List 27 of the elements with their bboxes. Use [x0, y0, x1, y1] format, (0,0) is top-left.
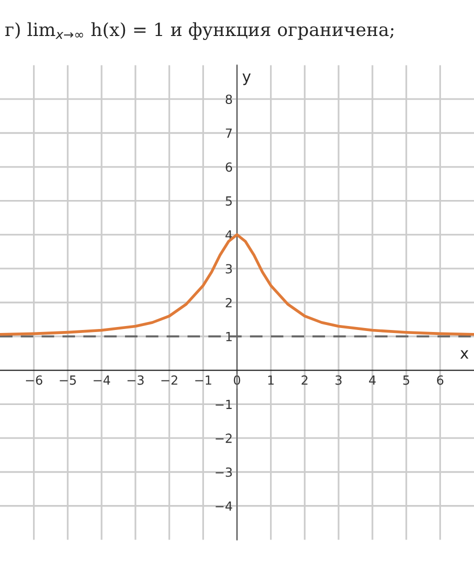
y-tick-label: 6	[226, 162, 232, 172]
x-tick-label: −6	[26, 375, 42, 385]
y-tick-label: 8	[226, 94, 232, 104]
y-tick-label: 5	[226, 196, 232, 206]
x-axis-title: x	[460, 350, 468, 359]
y-tick-label: 4	[225, 230, 232, 240]
x-tick-label: −5	[60, 376, 76, 385]
x-tick-label: 4	[369, 376, 376, 385]
y-tick-label: 7	[226, 128, 232, 138]
chart-title: г) lim$_{x→∞}$ h(x) = 1 и функция ограничена;	[5, 22, 394, 40]
y-tick-label: −3	[216, 467, 232, 477]
x-tick-label: 6	[437, 375, 444, 385]
y-tick-label: −2	[216, 434, 232, 443]
y-tick-label: 2	[226, 298, 232, 308]
x-tick-label: −4	[94, 376, 110, 385]
x-tick-label: −1	[195, 376, 212, 385]
y-tick-label: 1	[226, 332, 232, 342]
x-tick-label: −2	[161, 375, 178, 385]
x-tick-label: −3	[128, 375, 144, 385]
y-tick-label: −4	[216, 502, 232, 511]
x-tick-label: 2	[302, 375, 308, 385]
y-tick-label: −1	[216, 400, 232, 409]
y-axis-title: y	[242, 74, 251, 86]
y-tick-label: 3	[226, 264, 232, 274]
x-tick-label: 3	[336, 375, 342, 385]
x-tick-label: 1	[268, 376, 274, 385]
x-tick-label: 5	[403, 376, 410, 385]
